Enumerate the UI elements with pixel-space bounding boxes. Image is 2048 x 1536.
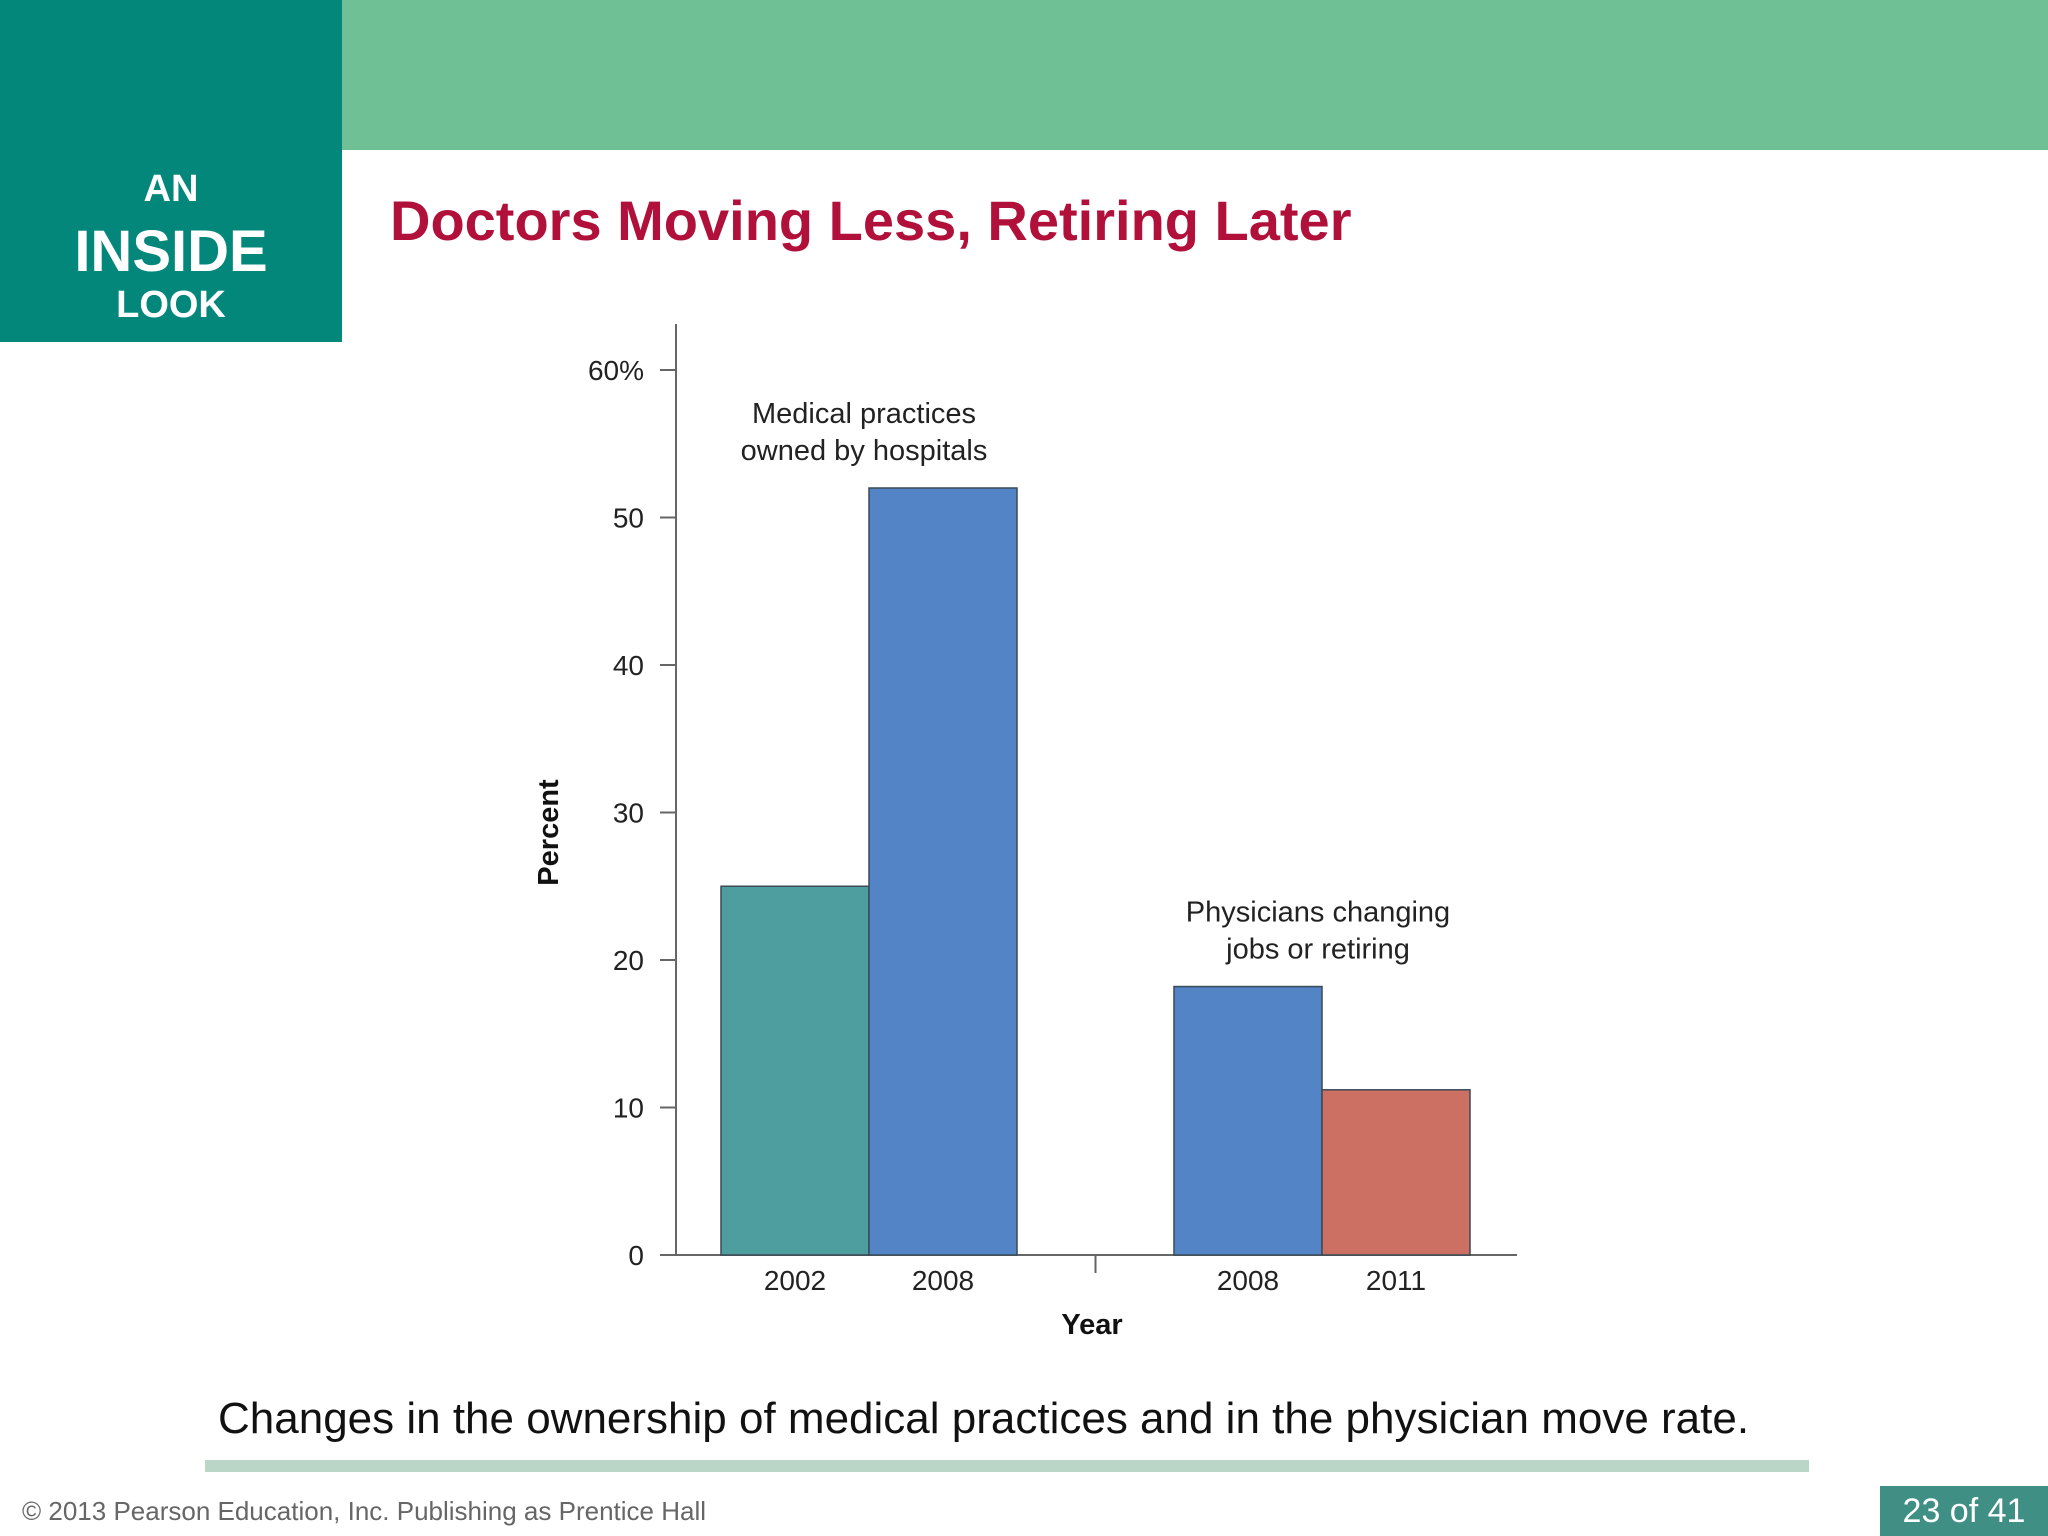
bar-2002 (720, 885, 870, 1256)
y-tick-label: 10 (613, 1093, 644, 1124)
y-tick-label: 60% (588, 355, 644, 386)
badge-line-inside: INSIDE (74, 219, 268, 284)
caption-divider (205, 1460, 1809, 1472)
y-axis-title: Percent (533, 779, 565, 886)
x-tick-label: 2011 (1366, 1265, 1426, 1296)
y-tick-label: 20 (613, 945, 644, 976)
inside-look-badge: AN INSIDE LOOK (0, 0, 342, 342)
badge-line-an: AN (143, 168, 199, 210)
x-axis-title: Year (1061, 1309, 1122, 1341)
y-tick-label: 0 (628, 1240, 644, 1271)
group-annotation: jobs or retiring (1225, 934, 1410, 966)
group-annotation: owned by hospitals (741, 435, 988, 467)
bar-2008 (868, 487, 1018, 1256)
y-tick-label: 30 (613, 798, 644, 829)
chart-caption: Changes in the ownership of medical prac… (218, 1394, 1750, 1443)
badge-line-look: LOOK (116, 284, 226, 326)
x-tick-label: 2008 (912, 1265, 974, 1296)
copyright-footer: © 2013 Pearson Education, Inc. Publishin… (22, 1496, 706, 1526)
x-tick-label: 2002 (764, 1265, 826, 1296)
bar-2011 (1321, 1089, 1471, 1256)
group-annotation: Medical practices (752, 398, 976, 430)
y-tick-label: 40 (613, 650, 644, 681)
group-annotation: Physicians changing (1186, 897, 1450, 929)
bar-2008 (1173, 985, 1323, 1256)
page-number: 23 of 41 (1880, 1486, 2048, 1536)
slide-title: Doctors Moving Less, Retiring Later (390, 189, 1352, 252)
bar-chart: 0 10 20 30 40 50 60% Percent Year 2002 2008 Medical… (533, 324, 1517, 1341)
x-tick-label: 2008 (1217, 1265, 1279, 1296)
y-tick-label: 50 (613, 503, 644, 534)
